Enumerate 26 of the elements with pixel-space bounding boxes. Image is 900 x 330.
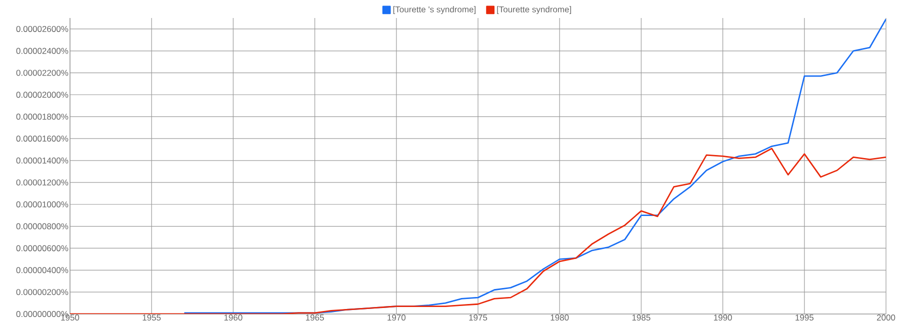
y-tick-label: 0.00000600% [16, 245, 68, 252]
y-tick-label: 0.00001400% [16, 158, 68, 164]
y-tick-label: 0.00000400% [16, 267, 68, 274]
x-tick-label: 1955 [142, 314, 161, 321]
y-tick-label: 0.00000800% [16, 223, 68, 230]
legend-label: [Tourette 's syndrome] [393, 6, 476, 14]
y-tick-label: 0.00001600% [16, 136, 68, 142]
x-tick-label: 1980 [550, 314, 569, 321]
y-tick-label: 0.00001800% [16, 114, 68, 120]
y-tick-label: 0.00002600% [16, 26, 68, 32]
legend-label: [Tourette syndrome] [497, 6, 572, 14]
x-tick-label: 1975 [469, 314, 488, 321]
x-tick-label: 1990 [714, 314, 732, 321]
y-tick-label: 0.00002400% [16, 48, 68, 54]
y-tick-label: 0.00002200% [16, 70, 68, 76]
y-tick-label: 0.00002000% [16, 92, 68, 98]
x-tick-label: 1985 [632, 314, 650, 321]
x-tick-label: 1960 [224, 314, 242, 321]
y-tick-label: 0.00001200% [16, 179, 68, 186]
x-tick-label: 1950 [61, 314, 80, 321]
x-tick-label: 2000 [876, 314, 896, 321]
x-tick-label: 1970 [388, 314, 406, 321]
x-tick-label: 1995 [796, 314, 814, 321]
y-tick-label: 0.00001000% [16, 201, 68, 208]
y-tick-label: 0.00000200% [16, 289, 68, 296]
x-tick-label: 1965 [306, 314, 324, 321]
